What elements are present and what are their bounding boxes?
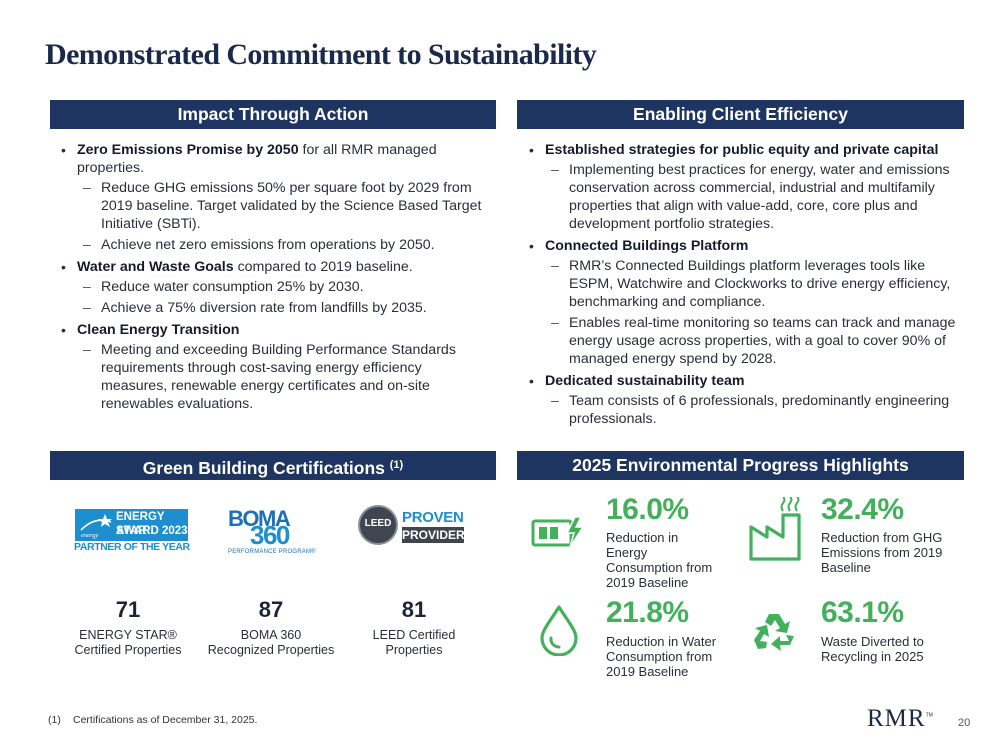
page-number: 20	[958, 717, 971, 729]
energy-star-mark: energy	[81, 532, 99, 539]
recycle-icon	[754, 614, 794, 651]
label-line: Reduction in	[606, 530, 679, 545]
energy-reduction-label: Reduction in Energy Consumption from 201…	[606, 530, 712, 590]
label-line: Waste Diverted to	[821, 634, 924, 649]
footnote: (1) Certifications as of December 31, 202…	[48, 714, 257, 726]
boma-word: BOMA	[228, 506, 291, 531]
label-line: 2019 Baseline	[606, 664, 689, 679]
impact-bullet-list: Zero Emissions Promise by 2050 for all R…	[59, 137, 489, 416]
bullet-heading: Established strategies for public equity…	[545, 142, 939, 158]
boma-360: 360	[250, 520, 290, 550]
sub-bullet: RMR’s Connected Buildings platform lever…	[545, 257, 959, 311]
environmental-highlights-header: 2025 Environmental Progress Highlights	[517, 451, 964, 480]
bullet-heading: Water and Waste Goals	[77, 259, 234, 275]
label-line: Baseline	[821, 560, 871, 575]
water-drop-icon	[540, 605, 578, 656]
energy-star-icon: energy	[80, 514, 112, 539]
label-line: Emissions from 2019	[821, 545, 943, 560]
enabling-client-efficiency-header: Enabling Client Efficiency	[517, 100, 964, 129]
footnote-text: Certifications as of December 31, 2025.	[73, 714, 258, 726]
sub-bullet: Team consists of 6 professionals, predom…	[545, 392, 959, 428]
label-line: LEED Certified	[372, 628, 456, 642]
bullet-heading: Zero Emissions Promise by 2050	[77, 142, 299, 158]
bullet-text: compared to 2019 baseline.	[233, 259, 413, 275]
label-line: Consumption from	[606, 649, 713, 664]
leed-proven-provider-logo: LEED PROVEN PROVIDER	[358, 505, 470, 547]
bullet-connected-buildings: Connected Buildings Platform RMR’s Conne…	[527, 237, 959, 368]
label-line: Recognized Properties	[207, 643, 335, 657]
leed-label: LEED Certified Properties	[339, 628, 489, 658]
label-line: BOMA 360	[240, 628, 302, 642]
boma-count: 87	[258, 597, 284, 622]
recycling-label: Waste Diverted to Recycling in 2025	[821, 634, 924, 664]
sub-bullet: Enables real-time monitoring so teams ca…	[545, 314, 959, 368]
sub-bullet: Reduce water consumption 25% by 2030.	[77, 278, 489, 296]
bullet-text: for all RMR managed properties.	[77, 142, 437, 176]
label-line: ENERGY STAR®	[79, 628, 177, 642]
bullet-heading: Clean Energy Transition	[77, 322, 240, 338]
recycling-value: 63.1%	[821, 596, 904, 629]
energy-star-label: ENERGY STAR® Certified Properties	[53, 628, 203, 658]
label-line: Properties	[385, 643, 443, 657]
sub-bullet: Achieve a 75% diversion rate from landfi…	[77, 299, 489, 317]
leed-seal-text: LEED	[364, 518, 392, 529]
bullet-sustainability-team: Dedicated sustainability team Team consi…	[527, 372, 959, 428]
brand-tm: TM	[925, 712, 933, 719]
award-line-2: AWARD 2023	[116, 525, 188, 537]
energy-reduction-value: 16.0%	[606, 493, 689, 526]
bullet-strategies: Established strategies for public equity…	[527, 141, 959, 233]
bullet-heading: Connected Buildings Platform	[545, 238, 749, 254]
rmr-logo: RMRTM	[867, 705, 933, 733]
sub-bullet: Meeting and exceeding Building Performan…	[77, 341, 489, 413]
certifications-title: Green Building Certifications	[142, 458, 385, 478]
award-line-3: PARTNER OF THE YEAR	[74, 541, 190, 553]
sub-bullet: Implementing best practices for energy, …	[545, 161, 959, 233]
impact-through-action-header: Impact Through Action	[50, 100, 496, 129]
boma-sub: PERFORMANCE PROGRAM®	[228, 549, 316, 555]
battery-icon	[531, 516, 585, 548]
green-building-certifications-header: Green Building Certifications (1)	[50, 451, 496, 480]
leed-count: 81	[401, 597, 427, 622]
factory-icon	[749, 497, 801, 561]
ghg-reduction-value: 32.4%	[821, 493, 904, 526]
water-reduction-label: Reduction in Water Consumption from 2019…	[606, 634, 716, 679]
label-line: Reduction from GHG	[821, 530, 943, 545]
water-reduction-value: 21.8%	[606, 596, 689, 629]
footnote-marker: (1)	[48, 714, 61, 726]
brand-text: RMR	[867, 705, 926, 732]
leed-seal-icon	[358, 505, 398, 545]
bullet-clean-energy: Clean Energy Transition Meeting and exce…	[59, 321, 489, 413]
page-title: Demonstrated Commitment to Sustainabilit…	[45, 38, 597, 71]
boma-label: BOMA 360 Recognized Properties	[196, 628, 346, 658]
bullet-zero-emissions: Zero Emissions Promise by 2050 for all R…	[59, 141, 489, 254]
ghg-reduction-label: Reduction from GHG Emissions from 2019 B…	[821, 530, 942, 575]
bullet-water-waste: Water and Waste Goals compared to 2019 b…	[59, 258, 489, 317]
sub-bullet: Reduce GHG emissions 50% per square foot…	[77, 179, 489, 233]
label-line: Energy	[606, 545, 648, 560]
award-line-1: ENERGY STAR	[116, 511, 165, 537]
label-line: Certified Properties	[74, 643, 182, 657]
provider-text: PROVIDER	[402, 527, 465, 543]
bullet-heading: Dedicated sustainability team	[545, 373, 745, 389]
energy-star-award-logo: energy ENERGY STAR AWARD 2023 PARTNER OF…	[74, 508, 190, 554]
proven-text: PROVEN	[402, 509, 464, 526]
label-line: Consumption from	[606, 560, 713, 575]
efficiency-bullet-list: Established strategies for public equity…	[527, 137, 959, 431]
sub-bullet: Achieve net zero emissions from operatio…	[77, 236, 489, 254]
energy-star-count: 71	[115, 597, 141, 622]
boma-360-logo: BOMA 360 PERFORMANCE PROGRAM®	[226, 506, 322, 556]
label-line: 2019 Baseline	[606, 575, 689, 590]
label-line: Reduction in Water	[606, 634, 717, 649]
label-line: Recycling in 2025	[821, 649, 924, 664]
footnote-ref: (1)	[389, 459, 404, 471]
